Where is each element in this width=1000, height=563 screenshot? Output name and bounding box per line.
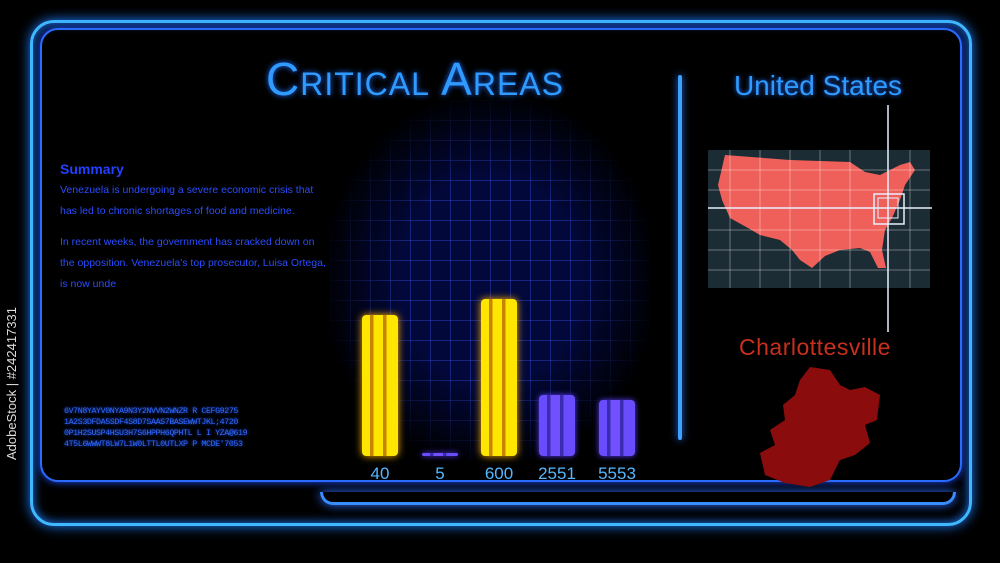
us-shape xyxy=(718,155,915,268)
city-title: Charlottesville xyxy=(739,334,891,360)
bar xyxy=(362,315,398,456)
watermark: AdobeStock | #242417331 xyxy=(4,306,19,460)
target-box-inner xyxy=(877,197,899,219)
code-line: 6V7N8YAYV0NYA9N3Y2NVVN2WNZR R CEFG9275 xyxy=(64,407,239,416)
summary-heading: Summary xyxy=(60,161,124,177)
bar-value-label: 5 xyxy=(435,464,445,483)
bar-value-label: 2551 xyxy=(538,464,576,483)
inner-frame xyxy=(40,28,962,482)
code-line: 4T5L6WWWT8LW7L1W0LTTL0UTLXP P MCDE'7053 xyxy=(64,440,243,449)
summary-paragraph: In recent weeks, the government has crac… xyxy=(60,236,326,290)
bar xyxy=(481,299,517,456)
map-grid xyxy=(708,150,930,288)
bar-value-label: 600 xyxy=(484,464,514,483)
code-block: 6V7N8YAYV0NYA9N3Y2NVVN2WNZR R CEFG9275 1… xyxy=(64,406,248,450)
page-title: Critical Areas xyxy=(266,53,564,105)
bar-value-label: 5553 xyxy=(598,464,636,483)
bar xyxy=(599,400,635,456)
bar-value-label: 40 xyxy=(370,464,390,483)
target-box xyxy=(873,193,905,225)
bar xyxy=(422,452,458,456)
outer-frame xyxy=(30,20,972,526)
code-line: 0P1H2SUSP4HSU3H7S6HPPH6QPHTL L I YZA@619 xyxy=(64,429,248,438)
summary-paragraph: Venezuela is undergoing a severe economi… xyxy=(60,184,314,217)
vertical-divider xyxy=(678,75,682,440)
city-map xyxy=(760,367,880,487)
bar xyxy=(539,395,575,456)
code-line: 1A2S3DFDA5SDF4S8D7SAAS7BASEWWTJKL;4720 xyxy=(64,418,239,427)
country-title: United States xyxy=(733,70,903,101)
city-shape xyxy=(760,367,880,487)
us-map xyxy=(708,105,932,332)
